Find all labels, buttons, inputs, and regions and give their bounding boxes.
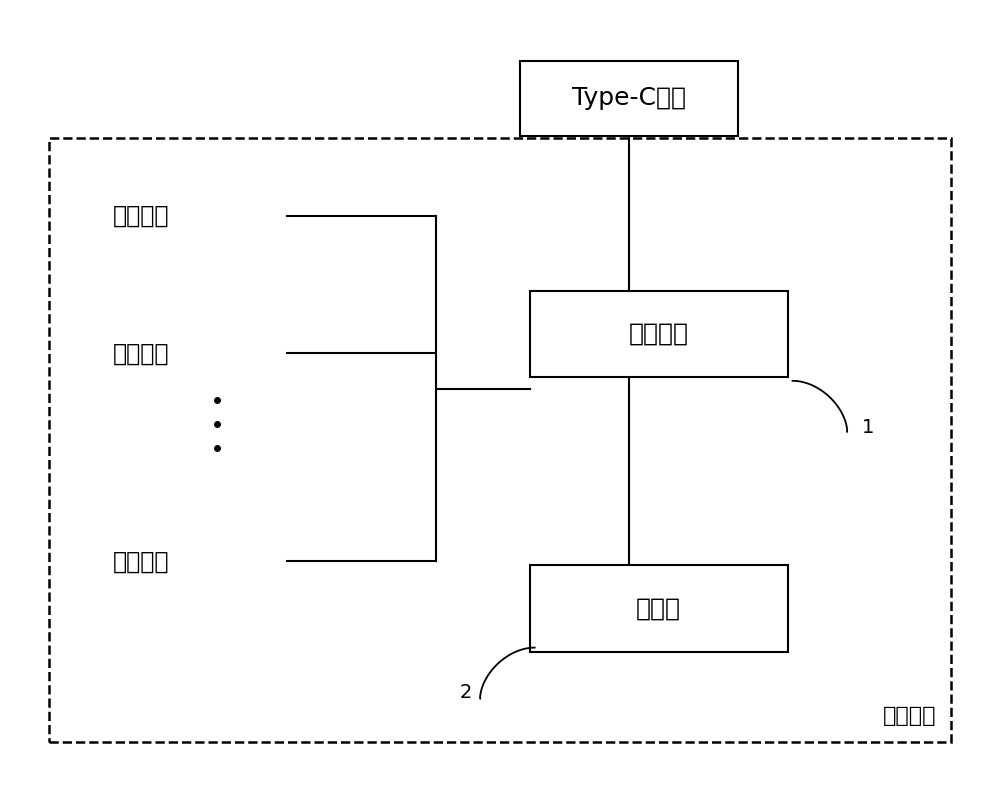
Bar — [530, 290, 788, 377]
Bar — [530, 565, 788, 652]
Text: 控制器: 控制器 — [636, 596, 681, 620]
Text: 测试系统: 测试系统 — [883, 706, 936, 726]
Text: 外设接口: 外设接口 — [113, 550, 170, 573]
Bar — [49, 137, 951, 741]
Text: 外设接口: 外设接口 — [113, 204, 170, 228]
Bar — [520, 61, 738, 136]
Text: 外设接口: 外设接口 — [113, 341, 170, 366]
Text: Type-C接口: Type-C接口 — [572, 86, 686, 110]
Text: 1: 1 — [862, 419, 874, 438]
Text: 中转装置: 中转装置 — [629, 322, 689, 346]
Text: 2: 2 — [460, 683, 472, 702]
